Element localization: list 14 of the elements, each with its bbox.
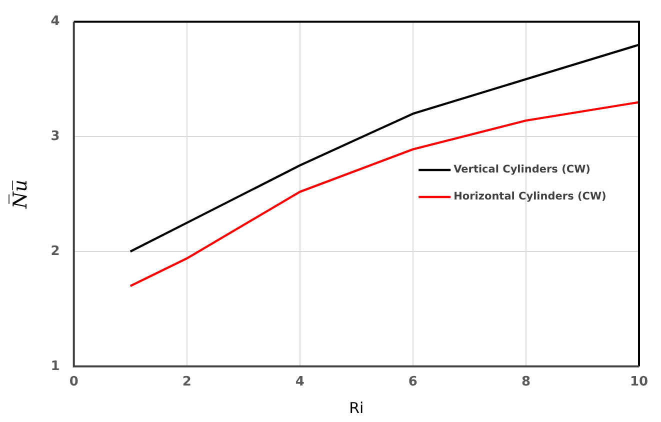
legend-label: Horizontal Cylinders (CW) — [454, 190, 606, 203]
legend-label: Vertical Cylinders (CW) — [454, 164, 590, 176]
x-tick-label: 4 — [295, 374, 304, 390]
x-tick-label: 10 — [630, 374, 648, 390]
x-axis-title: Ri — [349, 398, 364, 417]
y-tick-label: 3 — [50, 129, 60, 144]
y-tick-label: 2 — [50, 244, 60, 259]
x-tick-label: 2 — [182, 374, 192, 390]
x-tick-label: 0 — [69, 374, 78, 390]
x-tick-label: 6 — [408, 374, 418, 390]
y-axis-title: N̅u̅ — [8, 180, 32, 210]
y-tick-label: 1 — [50, 358, 60, 374]
y-tick-label: 4 — [50, 14, 60, 30]
x-tick-label: 8 — [521, 374, 530, 390]
